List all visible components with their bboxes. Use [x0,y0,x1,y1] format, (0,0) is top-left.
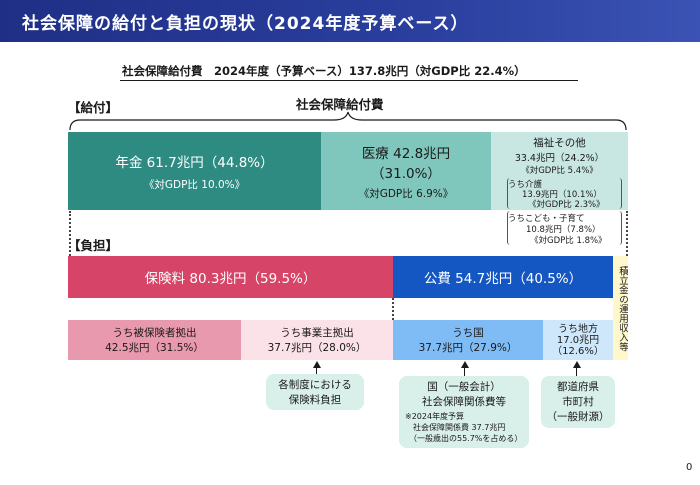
public-funds-box: 公費 54.7兆円（40.5%） [393,256,613,298]
local-box: うち地方 17.0兆円 （12.6%） [543,320,613,360]
brace-label: 社会保障給付費 [296,97,384,112]
pension-box: 年金 61.7兆円（44.8%） 《対GDP比 10.0%》 [68,132,321,210]
national-box: うち国 37.7兆円（27.9%） [393,320,543,360]
curly-brace [69,111,627,131]
national-label: うち国 [452,327,484,339]
reserve-income-label: 積立金の運用収入等 [613,256,628,360]
left-dotted-connector [69,211,71,259]
national-arrow-head [461,361,469,368]
local-amount: 17.0兆円 [556,334,600,346]
subtitle: 社会保障給付費 2024年度（予算ベース）137.8兆円（対GDP比 22.4%… [122,64,526,78]
benefits-section-label: 【給付】 [68,100,119,115]
care-amount: 13.9兆円（10.1%） [522,190,602,200]
employer-amount: 37.7兆円（28.0%） [267,342,367,354]
local-callout: 都道府県 市町村 （一般財源） [541,376,615,428]
page-title: 社会保障の給付と負担の現状（2024年度予算ベース） [22,14,469,34]
insurance-box: 保険料 80.3兆円（59.5%） [68,256,393,298]
welfare-box: 福祉その他 33.4兆円（24.2%） 《対GDP比 5.4%》 [491,132,628,210]
local-callout-line3: （一般財源） [546,411,610,423]
burden-section-label: 【負担】 [68,238,119,253]
page-number: 0 [686,462,693,473]
bar-dotted-connector [392,298,394,320]
national-callout-note2: 社会保障関係費 37.7兆円 [413,423,506,432]
national-callout: 国（一般会計） 社会保障関係費等 ※2024年度予算 社会保障関係費 37.7兆… [399,376,529,448]
welfare-amount: 33.4兆円（24.2%） [514,153,605,164]
care-label: うち介護 [508,180,543,190]
welfare-label: 福祉その他 [533,137,586,149]
children-label: うちこども・子育て [508,214,585,224]
employer-callout-line1: 各制度における [278,379,352,391]
welfare-gdp: 《対GDP比 5.4%》 [521,166,598,176]
medical-box: 医療 42.8兆円 （31.0%） 《対GDP比 6.9%》 [321,132,491,210]
right-dotted-connector [626,211,628,259]
care-bracket [507,178,622,209]
public-funds-amount: 公費 54.7兆円（40.5%） [423,271,583,287]
local-percent: （12.6%） [552,345,604,357]
medical-gdp: 《対GDP比 6.9%》 [358,187,454,200]
national-callout-line2: 社会保障関係費等 [422,396,506,408]
children-bracket [507,211,622,245]
national-callout-note1: ※2024年度予算 [405,412,465,421]
employer-arrow-head [313,361,321,368]
local-label: うち地方 [558,323,598,335]
national-callout-note3: （一般歳出の55.7%を占める） [409,434,523,443]
medical-percent: （31.0%） [371,165,441,182]
employer-arrow-stem [316,367,317,374]
national-arrow-stem [464,367,465,376]
insured-label: うち被保険者拠出 [112,327,197,339]
national-callout-line1: 国（一般会計） [427,381,501,393]
pension-gdp: 《対GDP比 10.0%》 [143,178,246,191]
header-bar [0,0,700,42]
subtitle-underline [120,80,578,81]
medical-amount: 医療 42.8兆円 [361,145,451,162]
employer-callout-line2: 保険料負担 [288,394,342,406]
local-callout-line1: 都道府県 [557,381,599,393]
insurance-amount: 保険料 80.3兆円（59.5%） [144,271,317,287]
pension-amount: 年金 61.7兆円（44.8%） [115,154,274,171]
insured-amount: 42.5兆円（31.5%） [105,342,204,354]
care-gdp: 《対GDP比 2.3%》 [528,200,605,210]
children-amount: 10.8兆円（7.8%） [526,225,601,235]
local-arrow-stem [576,367,577,376]
employer-label: うち事業主拠出 [280,327,354,339]
national-amount: 37.7兆円（27.9%） [418,342,518,354]
employer-contribution-box: うち事業主拠出 37.7兆円（28.0%） [241,320,393,360]
insured-contribution-box: うち被保険者拠出 42.5兆円（31.5%） [68,320,241,360]
employer-callout: 各制度における 保険料負担 [266,374,364,410]
local-callout-line2: 市町村 [562,396,594,408]
local-arrow-head [573,361,581,368]
children-gdp: 《対GDP比 1.8%》 [530,236,607,246]
